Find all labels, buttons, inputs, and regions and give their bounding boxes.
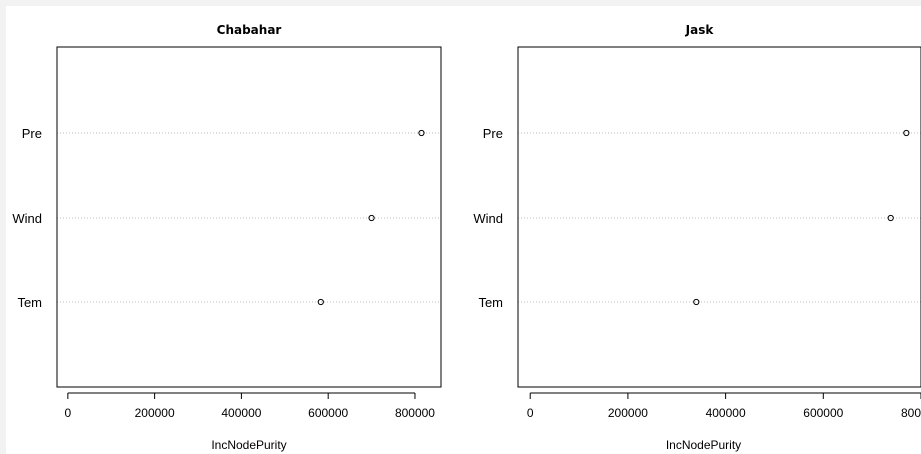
data-point-wind bbox=[887, 214, 894, 222]
category-label-pre: Pre bbox=[22, 126, 42, 141]
chart-title: Jask bbox=[685, 23, 715, 37]
x-tick-label-0: 0 bbox=[527, 406, 534, 420]
x-tick-label-600000: 600000 bbox=[308, 406, 348, 420]
chart-title: Chabahar bbox=[217, 23, 282, 37]
x-tick-label-400000: 400000 bbox=[221, 406, 261, 420]
category-label-tem: Tem bbox=[17, 295, 42, 310]
data-point-wind bbox=[368, 214, 375, 222]
plot-frame bbox=[517, 46, 921, 388]
data-point-tem bbox=[317, 298, 324, 306]
x-tick-label-800000: 800000 bbox=[395, 406, 435, 420]
x-tick-label-200000: 200000 bbox=[135, 406, 175, 420]
chabahar-panel: Chabahar Pre Wind Tem 0 200000 400000 600000 800… bbox=[12, 23, 442, 452]
x-axis-label: IncNodePurity bbox=[211, 438, 286, 452]
data-point-tem bbox=[693, 298, 700, 306]
plot-frame bbox=[56, 46, 442, 388]
x-tick-label-800000: 800000 bbox=[901, 406, 921, 420]
x-tick-label-600000: 600000 bbox=[803, 406, 843, 420]
x-tick-label-200000: 200000 bbox=[608, 406, 648, 420]
x-tick-label-0: 0 bbox=[65, 406, 72, 420]
x-tick-label-400000: 400000 bbox=[706, 406, 746, 420]
jask-panel: Jask Pre Wind Tem 0 200000 400000 600000 800000 I… bbox=[473, 23, 921, 452]
data-point-pre bbox=[903, 129, 910, 137]
data-point-pre bbox=[418, 129, 425, 137]
x-axis-label: IncNodePurity bbox=[666, 438, 741, 452]
category-label-wind: Wind bbox=[473, 211, 503, 226]
plot-area bbox=[6, 6, 921, 454]
category-label-wind: Wind bbox=[12, 211, 42, 226]
category-label-tem: Tem bbox=[478, 295, 503, 310]
category-label-pre: Pre bbox=[483, 126, 503, 141]
